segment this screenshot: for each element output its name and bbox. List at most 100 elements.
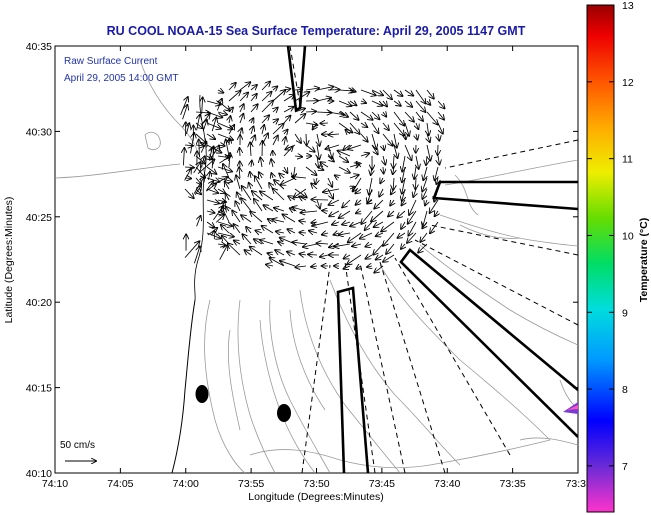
- current-vector: [260, 240, 274, 245]
- current-vector: [272, 90, 285, 102]
- x-tick-label: 73:55: [238, 478, 264, 490]
- current-vector: [393, 177, 394, 190]
- current-vector: [221, 225, 230, 234]
- current-vector: [183, 148, 184, 166]
- current-vector: [438, 133, 439, 141]
- current-vector: [329, 134, 340, 135]
- current-vector: [184, 188, 194, 198]
- current-vector: [273, 108, 278, 112]
- current-vector: [218, 177, 228, 183]
- current-vector: [305, 144, 315, 152]
- current-vector: [415, 111, 423, 121]
- current-vector: [223, 164, 230, 179]
- current-vector: [306, 133, 307, 145]
- current-vector: [255, 231, 263, 234]
- current-vector: [373, 243, 384, 255]
- current-vector: [251, 161, 252, 168]
- current-vector: [283, 214, 296, 223]
- radial-dashed-lines: [289, 46, 578, 473]
- current-vector: [423, 166, 427, 180]
- current-vector: [207, 228, 217, 236]
- current-vector: [379, 188, 383, 197]
- current-vector: [184, 241, 199, 258]
- current-vector: [437, 111, 444, 120]
- current-vector: [266, 265, 274, 267]
- current-vector: [349, 175, 359, 178]
- current-vector: [391, 189, 394, 194]
- current-vector: [254, 199, 263, 212]
- current-vector: [435, 166, 438, 180]
- current-vector: [261, 115, 269, 124]
- y-axis-label: Latitude (Degrees:Minutes): [3, 197, 15, 324]
- current-vector: [184, 167, 194, 168]
- current-vector: [264, 205, 274, 212]
- current-vector: [284, 137, 286, 146]
- current-vector: [360, 232, 373, 239]
- surface-current-vectors: [180, 82, 445, 273]
- current-vector: [393, 166, 394, 174]
- current-vector: [217, 99, 222, 111]
- current-vector: [416, 155, 419, 169]
- current-vector: [360, 133, 368, 142]
- current-vector: [305, 111, 316, 112]
- x-tick-label: 73:40: [434, 478, 460, 490]
- current-vector: [416, 133, 417, 140]
- x-tick-label: 73:35: [499, 478, 525, 490]
- current-vector: [294, 188, 307, 198]
- current-vector: [347, 254, 362, 264]
- current-vector: [338, 151, 351, 157]
- colorbar-tick-label: 9: [622, 307, 628, 319]
- current-vector: [365, 244, 373, 247]
- current-vector: [294, 156, 302, 157]
- bathymetry-contours: [55, 59, 578, 473]
- current-vector: [255, 176, 263, 190]
- current-vector: [317, 133, 320, 146]
- current-vector: [329, 199, 340, 205]
- colorbar-tick-label: 8: [622, 384, 628, 396]
- current-vector: [427, 144, 430, 161]
- current-vector: [206, 181, 214, 191]
- current-vector: [260, 158, 262, 168]
- current-vector: [415, 89, 426, 103]
- current-vector: [283, 107, 294, 113]
- current-vector: [225, 182, 229, 190]
- map-frame: [54, 45, 579, 474]
- current-vector: [210, 146, 219, 159]
- current-vector: [393, 89, 403, 96]
- current-vector: [206, 133, 215, 139]
- current-vector: [405, 134, 406, 139]
- current-vector: [371, 100, 382, 106]
- current-vector: [195, 122, 203, 128]
- current-vector: [194, 186, 201, 196]
- colorbar: [586, 4, 615, 513]
- current-vector: [374, 265, 384, 273]
- current-vector: [218, 201, 225, 214]
- current-vector: [371, 111, 379, 119]
- current-vector: [186, 123, 189, 135]
- current-vector: [339, 233, 351, 235]
- current-vector: [201, 114, 210, 125]
- land-marker-2: [277, 404, 291, 422]
- current-vector: [413, 188, 416, 197]
- current-vector: [197, 159, 214, 175]
- current-vector: [415, 177, 416, 189]
- current-vector: [338, 111, 348, 117]
- current-vector: [367, 200, 372, 204]
- sst-patch: [563, 402, 578, 414]
- current-vector: [240, 114, 243, 124]
- y-tick-label: 40:20: [26, 297, 52, 309]
- current-vector: [228, 91, 241, 102]
- annotation-line-1: Raw Surface Current: [64, 56, 158, 67]
- current-vector: [402, 177, 405, 194]
- current-vector: [344, 266, 351, 269]
- current-vector: [342, 199, 351, 207]
- current-vector: [338, 155, 348, 162]
- y-tick-label: 40:30: [26, 126, 52, 138]
- current-vector: [287, 252, 296, 255]
- current-vector: [288, 229, 296, 233]
- current-vector: [305, 88, 319, 90]
- current-vector: [280, 261, 296, 267]
- current-vector: [427, 101, 430, 105]
- current-vector: [283, 147, 293, 157]
- current-vector: [316, 167, 323, 170]
